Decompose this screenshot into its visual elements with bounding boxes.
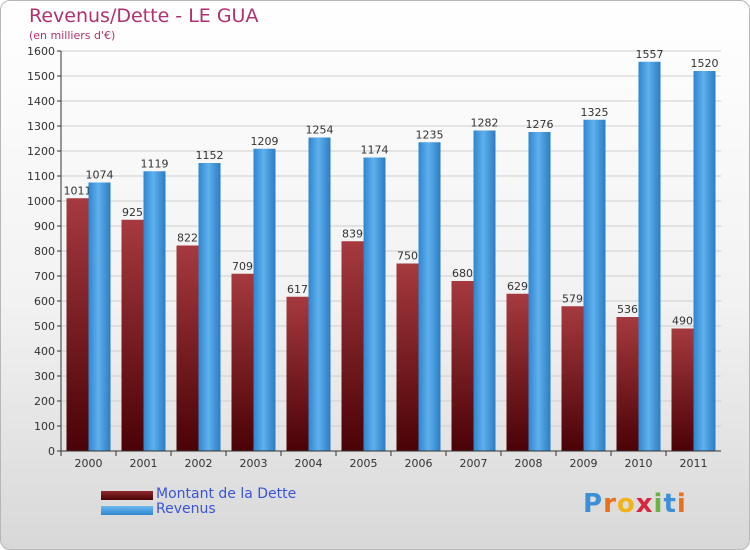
bar-revenus bbox=[638, 61, 661, 451]
bar-dette bbox=[561, 306, 584, 451]
y-tick-label: 400 bbox=[34, 345, 55, 358]
bar-dette bbox=[616, 317, 639, 451]
value-label-dette: 617 bbox=[287, 283, 308, 296]
bar-dette bbox=[121, 219, 144, 451]
bar-revenus bbox=[528, 132, 551, 451]
value-label-dette: 709 bbox=[232, 260, 253, 273]
y-tick-label: 1100 bbox=[27, 170, 55, 183]
bar-revenus bbox=[363, 157, 386, 451]
y-tick-label: 100 bbox=[34, 420, 55, 433]
bar-dette bbox=[176, 245, 199, 451]
value-label-revenus: 1174 bbox=[361, 144, 389, 157]
value-label-dette: 839 bbox=[342, 227, 363, 240]
y-tick-label: 700 bbox=[34, 270, 55, 283]
value-label-revenus: 1520 bbox=[691, 57, 719, 70]
y-tick-label: 800 bbox=[34, 245, 55, 258]
bar-dette bbox=[66, 198, 89, 451]
x-tick-label: 2006 bbox=[405, 457, 433, 470]
legend-swatch-revenus bbox=[101, 506, 153, 515]
value-label-revenus: 1209 bbox=[251, 135, 279, 148]
y-tick-label: 1200 bbox=[27, 145, 55, 158]
bar-revenus bbox=[308, 137, 331, 451]
chart-title: Revenus/Dette - LE GUA bbox=[29, 5, 259, 27]
y-tick-label: 1600 bbox=[27, 45, 55, 58]
value-label-revenus: 1119 bbox=[141, 157, 169, 170]
x-tick-label: 2005 bbox=[350, 457, 378, 470]
proxiti-logo: Proxiti bbox=[583, 489, 687, 519]
bar-revenus bbox=[693, 71, 716, 451]
value-label-dette: 925 bbox=[122, 206, 143, 219]
bar-revenus bbox=[253, 148, 276, 451]
value-label-revenus: 1557 bbox=[636, 48, 664, 61]
x-tick-label: 2007 bbox=[460, 457, 488, 470]
value-label-revenus: 1235 bbox=[416, 128, 444, 141]
bar-dette bbox=[286, 296, 309, 451]
value-label-dette: 680 bbox=[452, 267, 473, 280]
bar-dette bbox=[396, 263, 419, 451]
value-label-dette: 750 bbox=[397, 250, 418, 263]
value-label-dette: 629 bbox=[507, 280, 528, 293]
value-label-dette: 579 bbox=[562, 292, 583, 305]
bar-dette bbox=[341, 241, 364, 451]
y-tick-label: 0 bbox=[48, 445, 55, 458]
value-label-dette: 822 bbox=[177, 232, 198, 245]
value-label-dette: 490 bbox=[672, 315, 693, 328]
y-tick-label: 500 bbox=[34, 320, 55, 333]
bar-revenus bbox=[143, 171, 166, 451]
legend-label-dette: Montant de la Dette bbox=[156, 486, 297, 502]
value-label-revenus: 1074 bbox=[86, 169, 114, 182]
y-tick-label: 1500 bbox=[27, 70, 55, 83]
value-label-revenus: 1282 bbox=[471, 117, 499, 130]
x-tick-label: 2009 bbox=[570, 457, 598, 470]
value-label-revenus: 1325 bbox=[581, 106, 609, 119]
legend-swatch-dette bbox=[101, 491, 153, 500]
bar-revenus bbox=[88, 182, 111, 451]
bar-revenus bbox=[583, 119, 606, 451]
bar-dette bbox=[671, 328, 694, 451]
x-tick-label: 2003 bbox=[240, 457, 268, 470]
x-tick-label: 2001 bbox=[130, 457, 158, 470]
value-label-dette: 1011 bbox=[64, 184, 92, 197]
bar-revenus bbox=[198, 163, 221, 451]
y-tick-label: 200 bbox=[34, 395, 55, 408]
chart-subtitle: (en milliers d'€) bbox=[29, 29, 116, 42]
bar-revenus bbox=[473, 130, 496, 451]
x-tick-label: 2000 bbox=[75, 457, 103, 470]
x-tick-label: 2002 bbox=[185, 457, 213, 470]
bar-dette bbox=[451, 281, 474, 451]
y-tick-label: 1300 bbox=[27, 120, 55, 133]
bar-dette bbox=[506, 293, 529, 451]
x-tick-label: 2011 bbox=[680, 457, 708, 470]
x-tick-label: 2008 bbox=[515, 457, 543, 470]
value-label-revenus: 1276 bbox=[526, 118, 554, 131]
y-tick-label: 900 bbox=[34, 220, 55, 233]
y-tick-label: 300 bbox=[34, 370, 55, 383]
x-tick-label: 2010 bbox=[625, 457, 653, 470]
legend-label-revenus: Revenus bbox=[156, 501, 216, 517]
value-label-dette: 536 bbox=[617, 303, 638, 316]
y-tick-label: 1000 bbox=[27, 195, 55, 208]
bar-revenus bbox=[418, 142, 441, 451]
value-label-revenus: 1152 bbox=[196, 149, 224, 162]
bar-dette bbox=[231, 273, 254, 451]
y-tick-label: 1400 bbox=[27, 95, 55, 108]
y-tick-label: 600 bbox=[34, 295, 55, 308]
x-tick-label: 2004 bbox=[295, 457, 323, 470]
value-label-revenus: 1254 bbox=[306, 124, 334, 137]
